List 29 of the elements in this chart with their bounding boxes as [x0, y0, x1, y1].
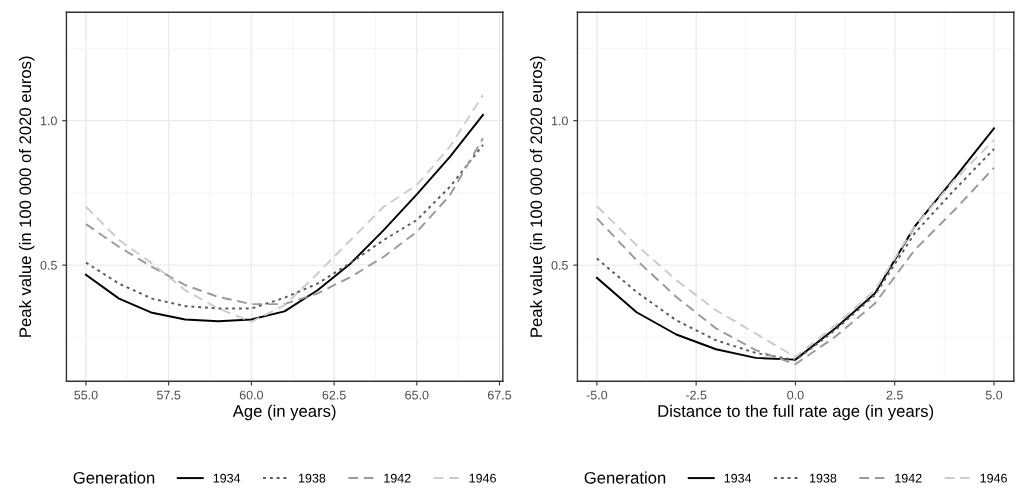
- x-tick-label: 67.5: [487, 390, 512, 400]
- y-tick-label: 1.0: [40, 116, 57, 126]
- x-axis-title: Distance to the full rate age (in years): [658, 404, 934, 421]
- legend-label: 1942: [895, 473, 922, 483]
- x-tick-label: 57.5: [157, 390, 181, 400]
- x-tick-label: 2.5: [886, 390, 903, 400]
- legend-label: 1934: [724, 473, 752, 483]
- legend-label: 1946: [980, 473, 1007, 483]
- x-axis-title: Age (in years): [232, 404, 336, 421]
- x-tick-label: 55.0: [74, 390, 98, 400]
- y-tick-label: 1.0: [551, 116, 568, 126]
- x-tick-label: 62.5: [322, 390, 346, 400]
- x-tick-label: 5.0: [985, 390, 1003, 400]
- y-axis-title: Peak value (in 100 000 of 2020 euros): [529, 56, 546, 337]
- x-tick-label: 65.0: [405, 390, 429, 400]
- x-tick-label: -5.0: [586, 390, 608, 400]
- legend-label: 1934: [213, 473, 241, 483]
- legend-label: 1942: [384, 473, 411, 483]
- legend-label: 1938: [810, 473, 837, 483]
- legend-title: Generation: [584, 471, 666, 484]
- y-axis-title: Peak value (in 100 000 of 2020 euros): [18, 56, 35, 337]
- x-tick-label: 0.0: [787, 390, 804, 400]
- legend-title: Generation: [73, 471, 155, 484]
- y-tick-label: 0.5: [551, 260, 568, 270]
- x-tick-label: 60.0: [239, 390, 264, 400]
- legend-label: 1946: [469, 473, 496, 483]
- x-tick-label: -2.5: [685, 390, 707, 400]
- legend-label: 1938: [299, 473, 326, 483]
- y-tick-label: 0.5: [40, 260, 57, 270]
